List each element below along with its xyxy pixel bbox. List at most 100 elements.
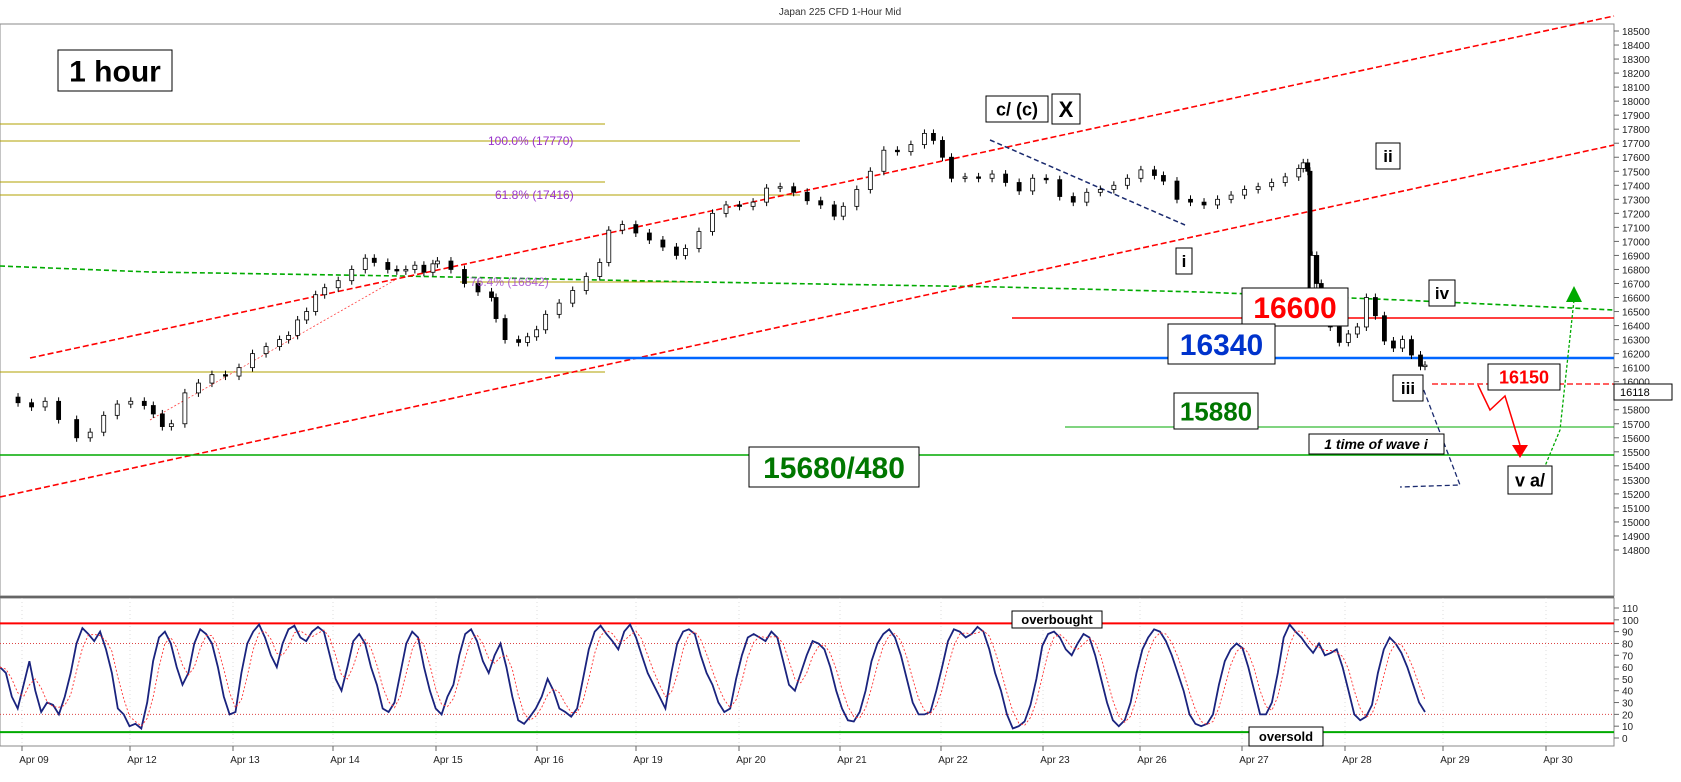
date-tick-label: Apr 16 — [534, 755, 564, 766]
price-tick-label: 15100 — [1622, 504, 1650, 515]
candle-body — [818, 200, 824, 206]
candle-body — [1269, 182, 1275, 188]
candle-body — [597, 262, 603, 277]
candle-body — [1305, 162, 1311, 172]
price-tick-label: 16800 — [1622, 265, 1650, 276]
candle-body — [295, 319, 301, 336]
osc-tick-label: 40 — [1622, 687, 1634, 698]
price-tick-label: 15200 — [1622, 490, 1650, 501]
candle-body — [1030, 177, 1036, 192]
price-tick-label: 18500 — [1622, 27, 1650, 38]
level-16600-label-text: 16600 — [1253, 292, 1336, 325]
level-15880-label-text: 15880 — [1180, 396, 1252, 426]
level-16150-label-text: 16150 — [1499, 367, 1549, 387]
candle-body — [114, 403, 120, 416]
date-tick-label: Apr 13 — [230, 755, 260, 766]
price-tick-label: 15600 — [1622, 434, 1650, 445]
price-tick-label: 16600 — [1622, 294, 1650, 305]
wave-va-label-text: v a/ — [1515, 470, 1545, 490]
candle-body — [570, 290, 576, 304]
candle-body — [29, 402, 34, 408]
price-tick-label: 14900 — [1622, 532, 1650, 543]
label-layer: 100.0% (17770) 61.8% (17416) 76.4% (16842)… — [57, 49, 1673, 747]
candle-body — [1124, 177, 1130, 186]
candle-body — [435, 260, 440, 265]
date-tick-label: Apr 22 — [938, 755, 968, 766]
candle-body — [196, 382, 201, 394]
candle-body — [543, 313, 549, 331]
price-tick-label: 18400 — [1622, 41, 1650, 52]
time-note-text: 1 time of wave i — [1324, 436, 1429, 452]
price-tick-label: 18000 — [1622, 97, 1650, 108]
price-tick-label: 17500 — [1622, 167, 1650, 178]
candle-body — [1043, 177, 1049, 181]
price-tick-label: 15000 — [1622, 518, 1650, 529]
level-15680-label-text: 15680/480 — [763, 452, 905, 485]
fib-label-100: 100.0% (17770) — [488, 134, 573, 148]
last-price-tag: 16118 — [1613, 383, 1673, 401]
candle-body — [1003, 173, 1009, 183]
price-axis: 18500 18400 18300 18200 18100 18000 17900 17800… — [1614, 27, 1650, 557]
price-tick-label: 15300 — [1622, 476, 1650, 487]
osc-tick-label: 60 — [1622, 663, 1634, 674]
candle-body — [764, 187, 770, 203]
candle-body — [250, 353, 255, 369]
wave-iii-label-box — [1392, 374, 1424, 402]
candle-body — [989, 173, 995, 179]
arrow-up-icon — [1566, 286, 1582, 302]
price-tick-label: 18200 — [1622, 69, 1650, 80]
wave-i-connector — [989, 139, 1186, 226]
arrow-down-icon — [1512, 445, 1528, 458]
candle-body — [1363, 297, 1369, 328]
wave-ii-label: ii — [1375, 142, 1401, 170]
price-tick-label: 17800 — [1622, 125, 1650, 136]
candle-body — [322, 287, 328, 296]
candle-body — [710, 212, 715, 232]
candle-body — [493, 297, 499, 319]
candle-body — [421, 264, 427, 273]
date-tick-label: Apr 29 — [1440, 755, 1470, 766]
candle-body — [696, 231, 702, 249]
stochastic-d-line — [0, 629, 1426, 727]
candle-body — [286, 334, 292, 340]
candle-body — [633, 224, 639, 234]
candle-body — [335, 280, 341, 289]
minor-trend-line — [149, 279, 396, 421]
candle-body — [1138, 169, 1144, 179]
projection-down-path — [1477, 384, 1521, 446]
candle-body — [182, 392, 188, 425]
price-tick-label: 16100 — [1622, 364, 1650, 375]
oversold-label-box — [1248, 726, 1324, 747]
time-note: 1 time of wave i — [1308, 433, 1445, 455]
wave-c-label-text: c/ (c) — [996, 99, 1038, 119]
candle-body — [804, 191, 810, 202]
candle-body — [534, 329, 540, 338]
candle-body — [1314, 255, 1320, 284]
last-price-text: 16118 — [1620, 387, 1650, 399]
candle-body — [1174, 180, 1180, 200]
candle-body — [1382, 315, 1387, 342]
candle-body — [840, 205, 846, 217]
price-tick-label: 17100 — [1622, 223, 1650, 234]
date-tick-label: Apr 14 — [330, 755, 360, 766]
osc-tick-label: 10 — [1622, 722, 1634, 733]
candle-body — [516, 339, 521, 343]
price-tick-label: 16700 — [1622, 279, 1650, 290]
candle-body — [556, 302, 562, 315]
candle-body — [1391, 340, 1396, 349]
candle-body — [304, 311, 310, 321]
candle-body — [660, 239, 666, 248]
price-tick-label: 16300 — [1622, 336, 1650, 347]
candle-body — [1422, 364, 1428, 368]
candle-body — [949, 156, 954, 179]
candle-body — [74, 419, 80, 439]
candle-body — [489, 291, 494, 298]
candle-body — [150, 405, 156, 415]
moving-average-line — [0, 265, 1615, 311]
date-tick-label: Apr 30 — [1543, 755, 1573, 766]
price-tick-label: 17700 — [1622, 139, 1650, 150]
candle-body — [831, 204, 837, 217]
candle-body — [87, 431, 93, 439]
timeframe-label-text: 1 hour — [69, 55, 161, 88]
channel-upper-line — [29, 15, 1615, 359]
